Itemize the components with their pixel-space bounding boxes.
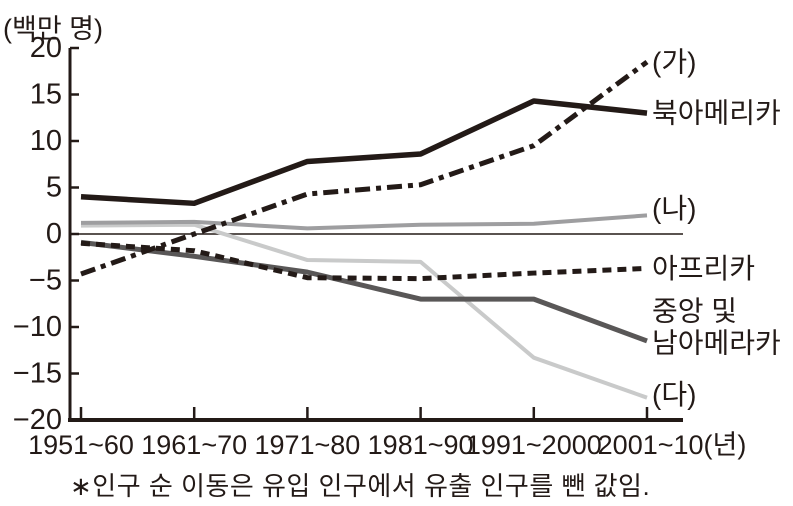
series-label-중앙 및 남아메라카-line2: 남아메라카 — [652, 327, 781, 358]
y-tick-label: −15 — [13, 358, 62, 390]
series-line-(가) — [80, 59, 649, 277]
y-tick-label: 10 — [30, 125, 62, 157]
chart-footnote: ∗인구 순 이동은 유입 인구에서 유출 인구를 뺀 값임. — [70, 471, 651, 501]
y-axis-unit-label: (백만 명) — [3, 14, 104, 44]
y-tick-label: 15 — [30, 79, 62, 111]
series-label-아프리카: 아프리카 — [652, 253, 755, 284]
series-label-중앙 및 남아메라카-line1: 중앙 및 — [652, 295, 737, 326]
x-tick-label: 1991~2000 — [466, 430, 602, 460]
series-line-(나) — [80, 213, 648, 231]
y-tick-label: −5 — [29, 265, 62, 297]
y-tick-label: 5 — [46, 172, 62, 204]
x-tick-label: 1981~90 — [368, 430, 474, 460]
series-line-(다) — [80, 222, 648, 400]
series-label-북아메리카: 북아메리카 — [652, 98, 781, 129]
series-line-중앙 및 남아메라카 — [80, 239, 648, 344]
y-tick-label: −20 — [13, 404, 62, 436]
y-tick-label: −10 — [13, 311, 62, 343]
series-line-북아메리카 — [80, 98, 648, 207]
x-tick-label: 1951~60 — [28, 430, 134, 460]
series-line-아프리카 — [80, 240, 648, 282]
x-tick-label: 1961~70 — [141, 430, 247, 460]
x-tick-label: 1971~80 — [254, 430, 360, 460]
series-label-(가): (가) — [652, 46, 696, 77]
x-tick-label: 2001~10(년) — [598, 430, 747, 460]
y-tick-label: 0 — [46, 218, 62, 250]
y-tick-label: 20 — [30, 32, 62, 64]
series-label-(나): (나) — [652, 193, 696, 224]
series-label-(다): (다) — [652, 379, 696, 410]
